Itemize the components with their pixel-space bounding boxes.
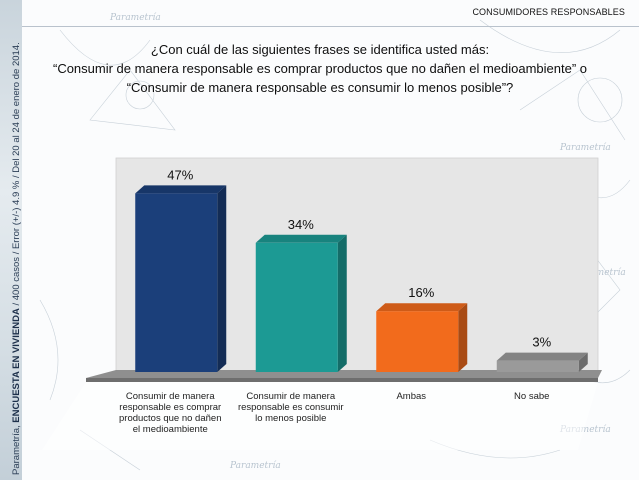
bar-1 [255,242,338,372]
category-label-0: responsable es comprar [119,402,221,413]
section-title: CONSUMIDORES RESPONSABLES [472,7,625,17]
bar-top-2 [376,303,468,312]
category-label-2: Ambas [396,391,426,402]
question-line-2: “Consumir de manera responsable es compr… [52,61,588,76]
question-line-1: ¿Con cuál de las siguientes frases se id… [150,42,490,57]
value-label-3: 3% [532,335,551,350]
bar-side-0 [217,185,227,372]
category-label-0: el medioambiente [133,424,208,435]
watermark-text: Parametría [574,267,626,278]
chart-floor-edge [86,378,598,382]
category-band [42,382,598,450]
question-line-3: “Consumir de manera responsable es consu… [126,80,514,95]
value-label-0: 47% [167,167,193,182]
watermark-text: Parametría [559,142,611,153]
watermark-text: Parametría [109,12,161,23]
bar-top-0 [135,185,227,194]
bar-3 [496,360,579,372]
bar-0 [135,193,218,372]
value-label-1: 34% [288,217,314,232]
category-label-0: productos que no dañen [119,413,221,424]
watermark-text: Parametría [559,424,611,435]
category-label-1: Consumir de manera [246,391,335,402]
category-label-3: No sabe [514,391,549,402]
watermark-text: Parametría [229,460,281,471]
bar-side-1 [337,234,347,372]
bar-top-3 [496,352,588,361]
sidebar-strip [0,0,22,480]
bar-side-3 [578,352,588,372]
value-label-2: 16% [408,285,434,300]
category-label-1: lo menos posible [255,413,326,424]
bar-2 [376,311,459,372]
bar-top-1 [255,234,347,243]
bar-side-2 [458,303,468,372]
category-label-1: responsable es consumir [238,402,344,413]
question-text: ¿Con cuál de las siguientes frases se id… [40,40,600,97]
top-bar: CONSUMIDORES RESPONSABLES [22,0,639,27]
category-label-0: Consumir de manera [126,391,215,402]
